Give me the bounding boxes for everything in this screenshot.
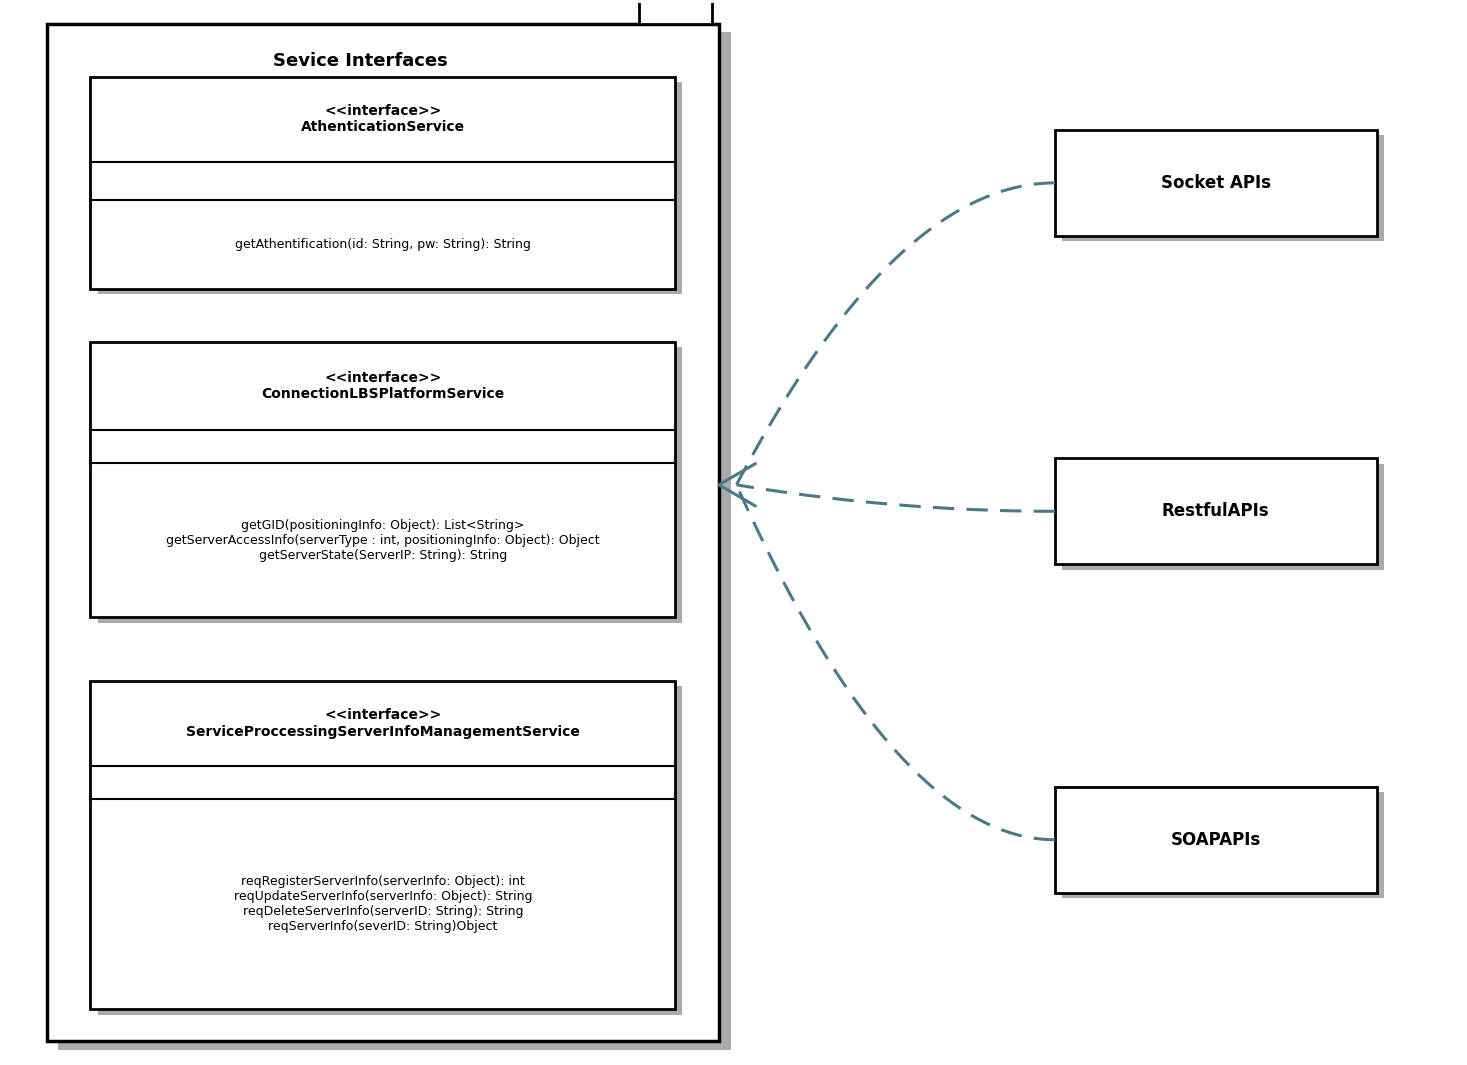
Text: <<interface>>
AthenticationService: <<interface>> AthenticationService [301, 104, 465, 134]
Text: <<interface>>
ConnectionLBSPlatformService: <<interface>> ConnectionLBSPlatformServi… [261, 371, 505, 402]
Text: reqRegisterServerInfo(serverInfo: Object): int
reqUpdateServerInfo(serverInfo: O: reqRegisterServerInfo(serverInfo: Object… [233, 875, 533, 933]
FancyBboxPatch shape [1062, 463, 1383, 570]
Text: SOAPAPIs: SOAPAPIs [1171, 831, 1262, 849]
FancyBboxPatch shape [1055, 130, 1376, 235]
Text: <<interface>>
ServiceProccessingServerInfoManagementService: <<interface>> ServiceProccessingServerIn… [186, 708, 579, 739]
FancyBboxPatch shape [1062, 792, 1383, 898]
Text: getGID(positioningInfo: Object): List<String>
getServerAccessInfo(serverType : i: getGID(positioningInfo: Object): List<St… [166, 519, 600, 561]
FancyBboxPatch shape [47, 24, 719, 1041]
FancyBboxPatch shape [1055, 458, 1376, 564]
FancyBboxPatch shape [1062, 135, 1383, 241]
Text: getAthentification(id: String, pw: String): String: getAthentification(id: String, pw: Strin… [235, 237, 531, 251]
FancyBboxPatch shape [91, 342, 675, 618]
Text: RestfulAPIs: RestfulAPIs [1162, 503, 1269, 521]
FancyBboxPatch shape [98, 82, 682, 294]
Text: Socket APIs: Socket APIs [1160, 174, 1270, 192]
FancyBboxPatch shape [638, 0, 711, 24]
FancyBboxPatch shape [91, 77, 675, 289]
FancyBboxPatch shape [91, 681, 675, 1010]
FancyBboxPatch shape [98, 347, 682, 623]
FancyBboxPatch shape [1055, 787, 1376, 892]
FancyBboxPatch shape [98, 686, 682, 1015]
Text: Sevice Interfaces: Sevice Interfaces [273, 52, 449, 70]
FancyBboxPatch shape [59, 32, 731, 1049]
